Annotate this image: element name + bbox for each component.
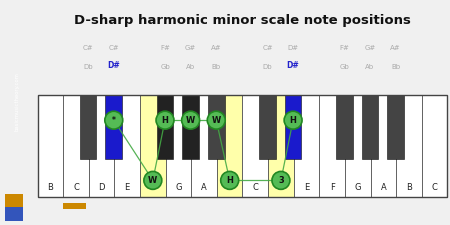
Text: W: W	[212, 116, 221, 125]
Circle shape	[207, 111, 225, 129]
Text: B: B	[406, 183, 412, 192]
Text: C: C	[252, 183, 258, 192]
Text: G#: G#	[364, 45, 376, 51]
Text: F#: F#	[339, 45, 349, 51]
Text: D-sharp harmonic minor scale note positions: D-sharp harmonic minor scale note positi…	[74, 14, 411, 27]
Text: H: H	[290, 116, 297, 125]
Text: C#: C#	[83, 45, 94, 51]
Bar	[37, 94, 63, 197]
Text: basicmusictheory.com: basicmusictheory.com	[15, 72, 20, 131]
Text: D#: D#	[108, 61, 120, 70]
Bar	[371, 94, 396, 197]
Text: *: *	[112, 116, 116, 125]
Bar	[336, 94, 353, 159]
Text: A#: A#	[390, 45, 401, 51]
Bar	[105, 94, 122, 159]
Circle shape	[221, 171, 238, 189]
Circle shape	[272, 171, 290, 189]
Bar	[285, 94, 302, 159]
Text: A: A	[201, 183, 207, 192]
Text: Ab: Ab	[365, 64, 374, 70]
Bar	[259, 94, 276, 159]
Bar	[63, 94, 89, 197]
Text: D#: D#	[287, 61, 299, 70]
Bar	[140, 94, 166, 197]
Text: A: A	[381, 183, 386, 192]
Text: Gb: Gb	[160, 64, 170, 70]
Bar	[208, 94, 225, 159]
Text: Db: Db	[83, 64, 93, 70]
Text: C: C	[73, 183, 79, 192]
Text: Bb: Bb	[391, 64, 400, 70]
Text: F: F	[330, 183, 335, 192]
Circle shape	[156, 111, 174, 129]
Bar	[362, 94, 378, 159]
Bar	[217, 94, 243, 197]
Text: W: W	[186, 116, 195, 125]
Bar	[243, 94, 268, 197]
Text: F#: F#	[160, 45, 170, 51]
Text: H: H	[162, 116, 168, 125]
Text: Gb: Gb	[339, 64, 349, 70]
Bar	[294, 94, 320, 197]
Bar	[114, 94, 140, 197]
Text: E: E	[125, 183, 130, 192]
Bar	[396, 94, 422, 197]
Bar	[166, 94, 191, 197]
Text: 3: 3	[278, 176, 284, 185]
Bar	[89, 94, 114, 197]
Text: D: D	[99, 183, 105, 192]
Bar	[191, 94, 217, 197]
Text: H: H	[226, 176, 233, 185]
Text: Db: Db	[263, 64, 272, 70]
Bar	[182, 94, 199, 159]
Bar	[37, 94, 447, 197]
Bar	[5, 207, 23, 220]
Bar	[5, 194, 23, 207]
Text: C#: C#	[108, 45, 119, 51]
Bar	[268, 94, 294, 197]
Text: G: G	[355, 183, 361, 192]
Bar	[345, 94, 371, 197]
Text: A#: A#	[211, 45, 221, 51]
Text: Ab: Ab	[186, 64, 195, 70]
Circle shape	[144, 171, 162, 189]
Text: G#: G#	[185, 45, 196, 51]
Bar	[157, 94, 173, 159]
Text: W: W	[148, 176, 158, 185]
Bar	[63, 203, 86, 209]
Circle shape	[284, 111, 302, 129]
Text: C: C	[432, 183, 437, 192]
Text: D#: D#	[288, 45, 299, 51]
Text: B: B	[226, 183, 233, 192]
Text: F: F	[150, 183, 156, 192]
Text: E: E	[304, 183, 309, 192]
Text: G: G	[175, 183, 182, 192]
Text: Bb: Bb	[212, 64, 221, 70]
Bar	[422, 94, 447, 197]
Circle shape	[105, 111, 123, 129]
Circle shape	[182, 111, 200, 129]
Bar	[387, 94, 404, 159]
Bar	[80, 94, 96, 159]
Text: D: D	[278, 183, 284, 192]
Bar	[320, 94, 345, 197]
Text: C#: C#	[262, 45, 273, 51]
Text: B: B	[47, 183, 53, 192]
